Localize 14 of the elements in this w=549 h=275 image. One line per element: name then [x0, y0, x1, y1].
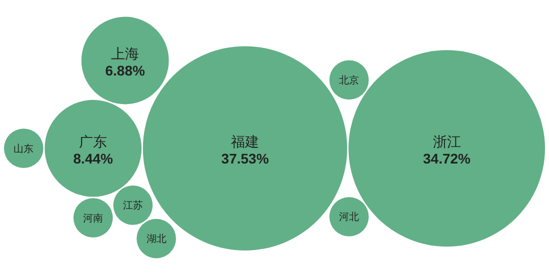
data-label: 8.44%	[73, 150, 114, 166]
data-label: 6.88%	[105, 62, 146, 78]
category-label: 河南	[83, 212, 104, 224]
category-label: 福建	[231, 134, 260, 150]
category-label: 江苏	[122, 200, 143, 212]
category-label: 山东	[14, 142, 34, 155]
data-label: 37.53%	[221, 150, 270, 166]
category-label: 湖北	[146, 233, 166, 246]
category-label: 浙江	[432, 134, 461, 150]
category-label: 北京	[339, 74, 360, 86]
category-label: 河北	[339, 211, 360, 224]
category-label: 上海	[111, 46, 140, 62]
data-label: 34.72%	[423, 150, 472, 166]
category-label: 广东	[79, 134, 108, 150]
